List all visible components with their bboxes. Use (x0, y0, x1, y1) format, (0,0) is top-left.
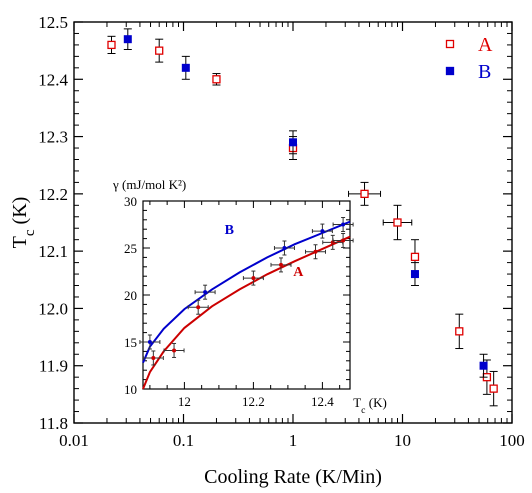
data-point-A (455, 327, 464, 336)
x-tick-label: 0.1 (173, 431, 194, 450)
x-axis-title: Cooling Rate (K/Min) (204, 466, 382, 488)
y-tick-label: 12.2 (38, 185, 68, 204)
data-point-B (123, 35, 132, 44)
inset-data-point-B (203, 290, 208, 295)
inset-data-point-B (282, 246, 287, 250)
data-point-A (212, 75, 221, 84)
fit-curve-B (142, 220, 351, 364)
data-point-B (410, 270, 419, 279)
inset-y-tick-label: 30 (124, 194, 137, 209)
x-tick-label: 100 (499, 431, 525, 450)
inset-y-tick-label: 25 (124, 241, 137, 256)
y-tick-label: 12.3 (38, 128, 68, 147)
curve-label-A: A (293, 265, 304, 280)
legend-label-A: A (478, 34, 493, 56)
legend-marker-B (445, 66, 455, 76)
curve-label-B: B (225, 223, 234, 238)
x-tick-label: 0.01 (59, 431, 89, 450)
data-point-A (107, 40, 116, 50)
y-axis-title: Tc (K) (9, 197, 38, 249)
inset-data-point-A (172, 348, 177, 353)
inset-data-point-A (341, 238, 346, 243)
inset-x-axis-title: Tc (K) (353, 395, 387, 416)
data-point-B (479, 361, 488, 370)
inset-data-point-B (341, 222, 346, 227)
y-tick-label: 12.1 (38, 242, 68, 261)
y-tick-label: 12.4 (38, 70, 68, 89)
inset-y-axis-title: γ (mJ/mol K²) (112, 177, 186, 192)
data-point-A (489, 384, 498, 393)
inset-data-point-B (320, 229, 325, 234)
data-point-A (155, 46, 164, 55)
inset-y-tick-label: 10 (124, 382, 137, 397)
inset-data-point-A (279, 262, 283, 267)
data-point-A (360, 189, 369, 199)
inset-data-point-B (147, 340, 152, 344)
legend-marker-A (445, 39, 455, 49)
y-tick-label: 12.0 (38, 299, 68, 318)
inset-x-tick-label: 12 (178, 394, 191, 409)
inset-data-point-A (196, 305, 201, 310)
x-tick-label: 1 (289, 431, 298, 450)
data-point-A (393, 218, 402, 227)
inset-data-point-A (313, 249, 318, 254)
inset-y-tick-label: 20 (124, 288, 137, 303)
inset-frame (142, 200, 351, 390)
y-tick-label: 11.8 (39, 414, 68, 433)
y-tick-label: 12.5 (38, 13, 68, 32)
legend-label-B: B (478, 61, 491, 83)
fit-curve-A (142, 235, 351, 390)
inset-y-tick-label: 15 (124, 335, 137, 350)
inset-plot: 12 12.2 12.4 10 15 20 25 30 γ (mJ/mol K²) Tc (K) A… (112, 177, 387, 416)
inset-x-tick-label: 12.4 (311, 394, 334, 409)
x-tick-label: 10 (394, 431, 411, 450)
inset-x-tick-label: 12.2 (242, 394, 265, 409)
data-point-B (181, 63, 190, 72)
y-tick-label: 11.9 (39, 357, 68, 376)
data-point-B (289, 138, 297, 147)
inset-data-point-A (151, 355, 156, 360)
main-plot: 0.01 0.1 1 10 100 11.8 11.9 12.0 12.1 12.2 12.3 12.… (9, 13, 525, 488)
data-point-A (410, 252, 420, 262)
inset-data-point-A (251, 276, 256, 281)
